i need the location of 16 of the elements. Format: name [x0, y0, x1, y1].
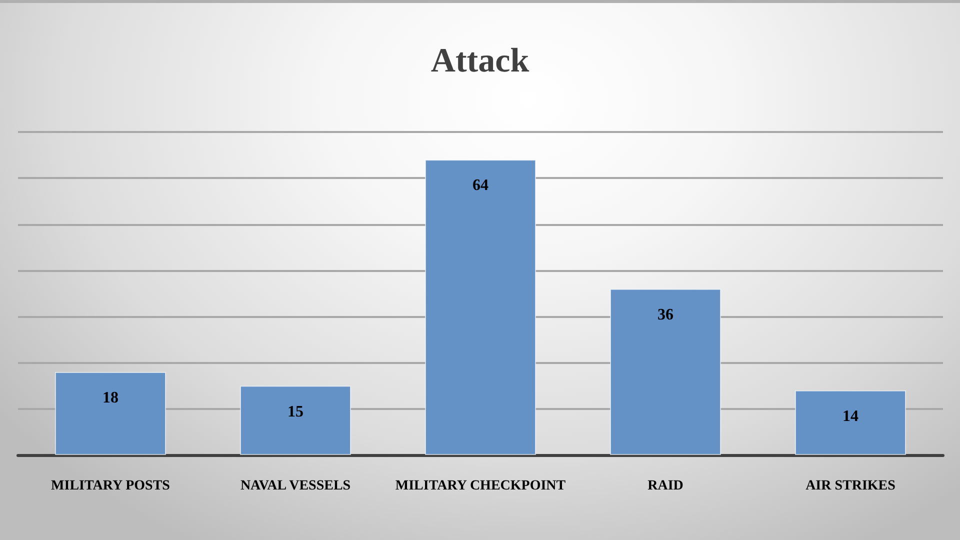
bar: [795, 390, 906, 455]
bar: [425, 160, 536, 455]
bar: [610, 288, 721, 455]
x-tick-label: NAVAL VESSELS: [240, 478, 351, 494]
chart-title: Attack: [430, 42, 530, 80]
bar: [55, 372, 166, 455]
x-tick-label: MILITARY CHECKPOINT: [395, 478, 566, 494]
x-tick-label: MILITARY POSTS: [51, 478, 170, 494]
data-label: 15: [288, 403, 304, 420]
data-label: 64: [472, 177, 488, 194]
bar: [240, 386, 351, 455]
x-tick-label: RAID: [648, 478, 684, 494]
data-label: 14: [842, 408, 858, 425]
x-tick-label: AIR STRIKES: [806, 478, 896, 494]
data-label: 36: [658, 306, 674, 324]
data-label: 18: [102, 389, 118, 406]
